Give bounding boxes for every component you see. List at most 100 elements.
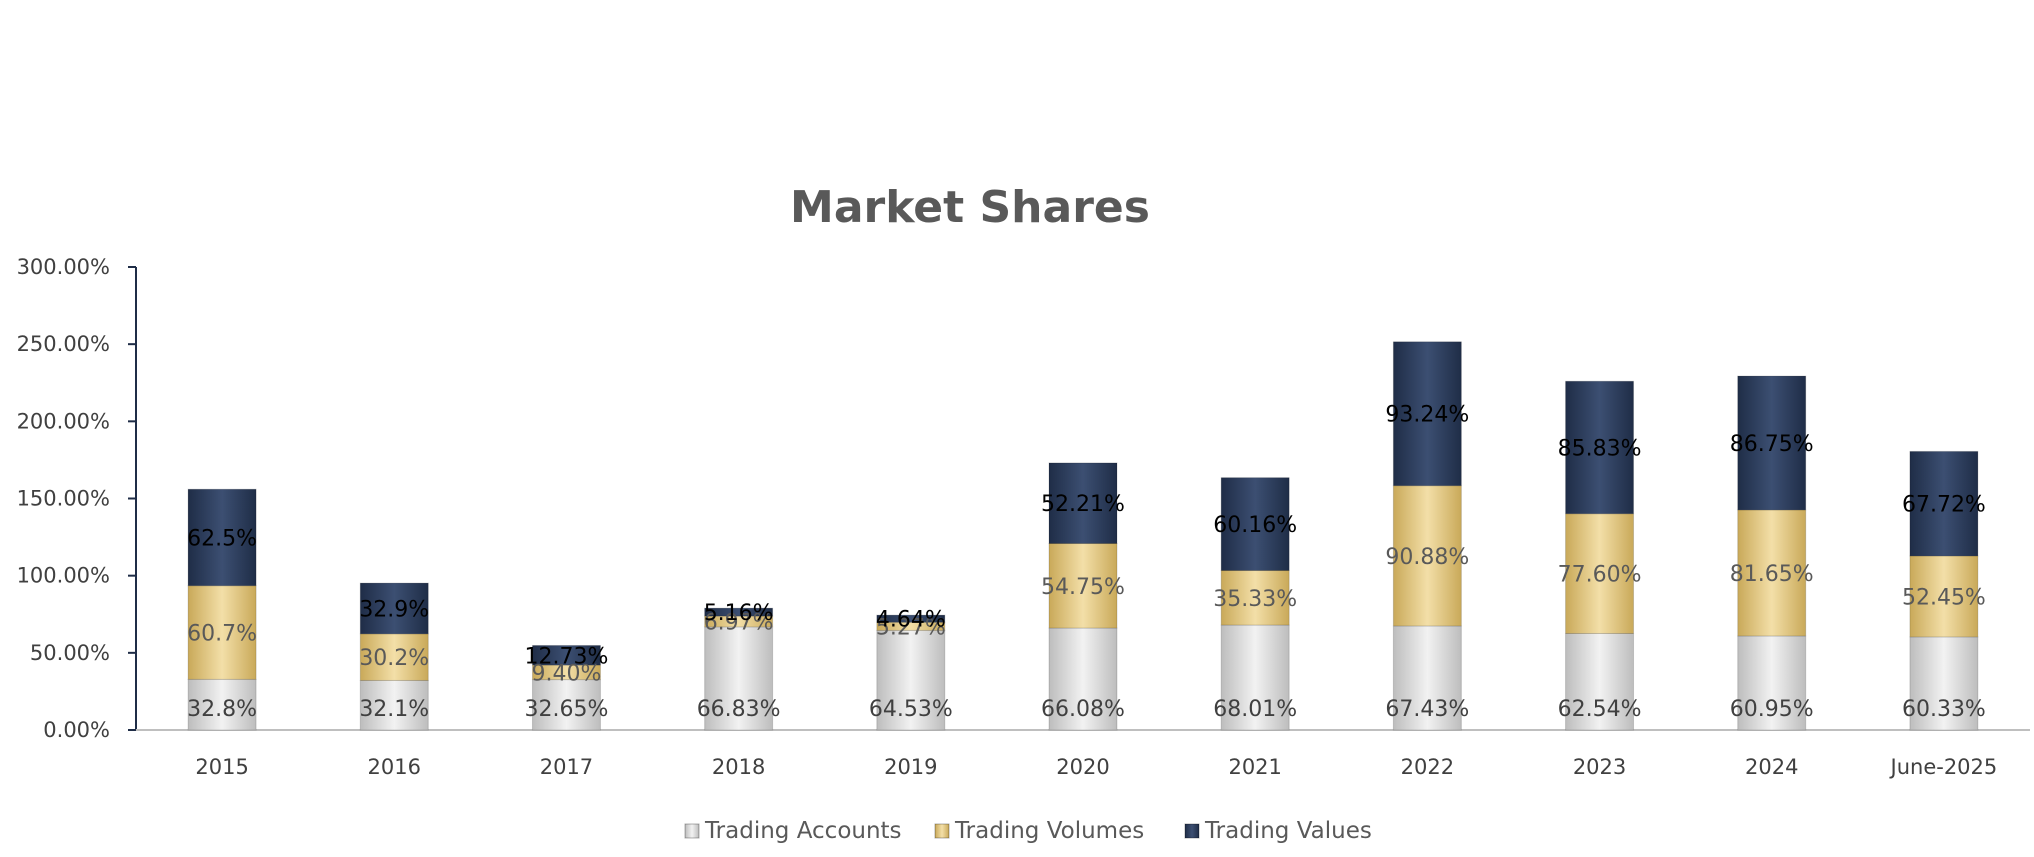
legend: Trading Accounts Trading Volumes Trading V… bbox=[684, 818, 1372, 844]
bar-stack: 60.33% 52.45% 67.72% bbox=[1902, 450, 1986, 731]
y-axis: 0.00% 50.00% 100.00% 150.00% 200.00% 250.00% 3… bbox=[17, 255, 137, 742]
legend-item: Trading Accounts bbox=[684, 818, 902, 844]
data-label: 60.7% bbox=[187, 622, 257, 647]
bar-segment-trading-accounts bbox=[359, 679, 429, 731]
data-label: 67.72% bbox=[1902, 493, 1986, 518]
data-label: 81.65% bbox=[1730, 562, 1814, 587]
data-label: 4.64% bbox=[876, 608, 946, 633]
bar-segment-trading-volumes bbox=[1565, 513, 1635, 634]
bar-segment-trading-accounts bbox=[1392, 625, 1462, 731]
chart-title: Market Shares bbox=[790, 182, 1150, 233]
legend-label: Trading Accounts bbox=[704, 818, 902, 844]
bar-segment-trading-volumes bbox=[1737, 509, 1807, 637]
legend-label: Trading Volumes bbox=[954, 818, 1144, 844]
bars: 32.8% 60.7% 62.5% 32.1% 30.2% 32.9% 32.65% 9.40… bbox=[187, 341, 1986, 731]
data-label: 64.53% bbox=[869, 697, 953, 722]
data-label: 30.2% bbox=[359, 646, 429, 671]
x-tick-label: 2017 bbox=[540, 755, 593, 779]
bar-stack: 67.43% 90.88% 93.24% bbox=[1385, 341, 1469, 731]
data-label: 77.60% bbox=[1558, 563, 1642, 588]
data-label: 86.75% bbox=[1730, 432, 1814, 457]
bar-segment-trading-accounts bbox=[1220, 624, 1290, 731]
legend-swatch bbox=[684, 823, 700, 839]
data-label: 60.16% bbox=[1213, 513, 1297, 538]
bar-stack: 32.65% 9.40%12.73% bbox=[525, 644, 609, 731]
data-label: 90.88% bbox=[1385, 545, 1469, 570]
bar-stack: 32.8% 60.7% 62.5% bbox=[187, 488, 257, 731]
x-tick-label: 2016 bbox=[368, 755, 421, 779]
legend-swatch bbox=[934, 823, 950, 839]
bar-stack: 60.95% 81.65% 86.75% bbox=[1730, 375, 1814, 731]
data-label: 6.97% bbox=[704, 610, 774, 635]
y-tick-label: 250.00% bbox=[17, 332, 110, 356]
bar-stack: 68.01% 35.33% 60.16% bbox=[1213, 477, 1297, 731]
bar-segment-trading-accounts bbox=[876, 629, 946, 731]
bar-segment-trading-accounts bbox=[1048, 627, 1118, 731]
bar-segment-trading-values bbox=[1220, 477, 1290, 572]
legend-item: Trading Volumes bbox=[934, 818, 1144, 844]
legend-swatch bbox=[1184, 823, 1200, 839]
data-label: 62.5% bbox=[187, 526, 257, 551]
data-label: 68.01% bbox=[1213, 697, 1297, 722]
bar-segment-trading-volumes bbox=[187, 585, 257, 680]
y-tick-label: 150.00% bbox=[17, 487, 110, 511]
bar-segment-trading-accounts bbox=[704, 626, 774, 731]
bar-segment-trading-values bbox=[876, 614, 946, 623]
x-tick-label: 2018 bbox=[712, 755, 765, 779]
data-label: 52.21% bbox=[1041, 492, 1125, 517]
x-tick-label: 2020 bbox=[1056, 755, 1109, 779]
x-axis: 2015 2016 2017 2018 2019 2020 2021 2022 2023 2024… bbox=[136, 729, 2030, 779]
y-tick-label: 300.00% bbox=[17, 255, 110, 279]
bar-segment-trading-values bbox=[359, 582, 429, 635]
bar-segment-trading-volumes bbox=[1048, 543, 1118, 629]
legend-item: Trading Values bbox=[1184, 818, 1372, 844]
data-label: 66.08% bbox=[1041, 697, 1125, 722]
x-tick-label: 2015 bbox=[195, 755, 248, 779]
bar-segment-trading-values bbox=[704, 607, 774, 617]
bar-segment-trading-values bbox=[531, 644, 601, 666]
y-tick-label: 0.00% bbox=[43, 718, 110, 742]
data-label: 9.40% bbox=[532, 661, 602, 686]
bar-segment-trading-values bbox=[1392, 341, 1462, 487]
bar-segment-trading-values bbox=[1737, 375, 1807, 511]
bar-segment-trading-accounts bbox=[1565, 632, 1635, 731]
y-tick-label: 200.00% bbox=[17, 409, 110, 433]
data-label: 62.54% bbox=[1558, 697, 1642, 722]
data-label: 5.27% bbox=[876, 615, 946, 640]
data-label: 12.73% bbox=[525, 644, 609, 669]
y-tick-label: 50.00% bbox=[30, 641, 110, 665]
data-label: 93.24% bbox=[1385, 403, 1469, 428]
data-label: 60.33% bbox=[1902, 697, 1986, 722]
x-tick-label: June-2025 bbox=[1889, 755, 1998, 779]
data-label: 52.45% bbox=[1902, 585, 1986, 610]
bar-stack: 66.08% 54.75% 52.21% bbox=[1041, 462, 1125, 731]
bar-segment-trading-volumes bbox=[359, 633, 429, 681]
x-tick-label: 2024 bbox=[1745, 755, 1798, 779]
data-label: 32.8% bbox=[187, 697, 257, 722]
data-label: 35.33% bbox=[1213, 587, 1297, 612]
data-label: 67.43% bbox=[1385, 697, 1469, 722]
data-label: 85.83% bbox=[1558, 436, 1642, 461]
bar-segment-trading-volumes bbox=[531, 664, 601, 681]
legend-label: Trading Values bbox=[1204, 818, 1372, 844]
data-label: 60.95% bbox=[1730, 697, 1814, 722]
bar-segment-trading-accounts bbox=[1737, 635, 1807, 731]
y-tick-label: 100.00% bbox=[17, 564, 110, 588]
x-tick-label: 2019 bbox=[884, 755, 937, 779]
bar-segment-trading-values bbox=[1909, 450, 1979, 557]
bar-stack: 64.53% 5.27%4.64% bbox=[869, 608, 953, 731]
data-label: 32.1% bbox=[359, 697, 429, 722]
bar-segment-trading-volumes bbox=[1220, 570, 1290, 626]
bar-stack: 32.1% 30.2% 32.9% bbox=[359, 582, 429, 731]
data-label: 54.75% bbox=[1041, 575, 1125, 600]
x-tick-label: 2023 bbox=[1573, 755, 1626, 779]
data-label: 32.9% bbox=[359, 597, 429, 622]
bar-segment-trading-values bbox=[1048, 462, 1118, 545]
bar-segment-trading-values bbox=[187, 488, 257, 587]
x-tick-label: 2022 bbox=[1401, 755, 1454, 779]
bar-segment-trading-accounts bbox=[187, 678, 257, 731]
bar-stack: 62.54% 77.60% 85.83% bbox=[1558, 380, 1642, 731]
bar-segment-trading-values bbox=[1565, 380, 1635, 515]
x-tick-label: 2021 bbox=[1228, 755, 1281, 779]
